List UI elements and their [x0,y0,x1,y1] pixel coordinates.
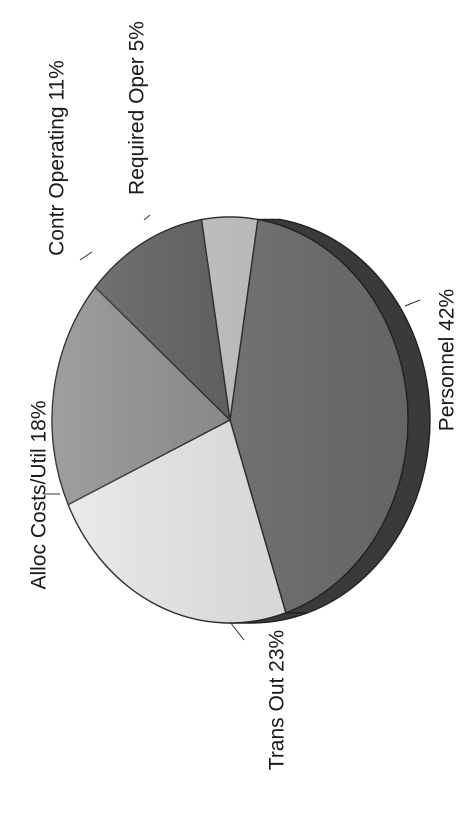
leader-trans-out [229,621,245,641]
label-personnel: Personnel 42% [436,289,459,431]
leader-lines [44,214,421,641]
label-alloc-costs-util: Alloc Costs/Util 18% [28,400,51,589]
leader-required-oper [143,214,151,221]
pie-top [51,216,409,624]
leader-personnel [404,299,421,307]
leader-contr-operating [79,251,93,261]
label-contr-operating: Contr Operating 11% [46,60,69,256]
label-required-oper: Required Oper 5% [126,21,149,195]
slice-labels: Personnel 42% Trans Out 23% Alloc Costs/Ut… [28,21,459,770]
label-trans-out: Trans Out 23% [266,630,289,770]
pie-shading [52,217,408,623]
